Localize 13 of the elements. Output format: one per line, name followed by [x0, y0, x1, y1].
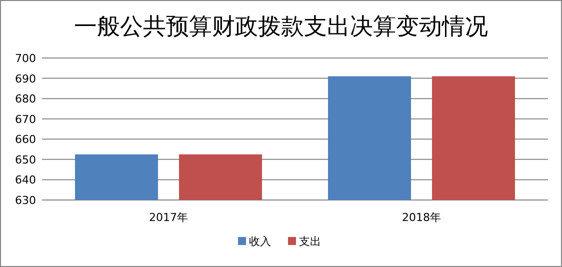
y-tick-label: 630: [15, 194, 36, 207]
y-tick-label: 680: [15, 92, 36, 106]
y-tick-label: 660: [15, 133, 36, 146]
y-tick-label: 670: [15, 112, 36, 126]
y-tick-label: 700: [15, 52, 36, 65]
y-tick-label: 690: [15, 72, 36, 86]
y-tick-label: 650: [15, 153, 36, 166]
chart-title: 一般公共预算财政拨款支出决算变动情况: [74, 14, 488, 40]
x-tick-label: 2018年: [402, 211, 441, 224]
legend-label: 支出: [299, 235, 321, 248]
x-tick-label: 2017年: [149, 211, 188, 224]
y-tick-label: 640: [15, 174, 36, 187]
legend-label: 收入: [249, 235, 271, 248]
